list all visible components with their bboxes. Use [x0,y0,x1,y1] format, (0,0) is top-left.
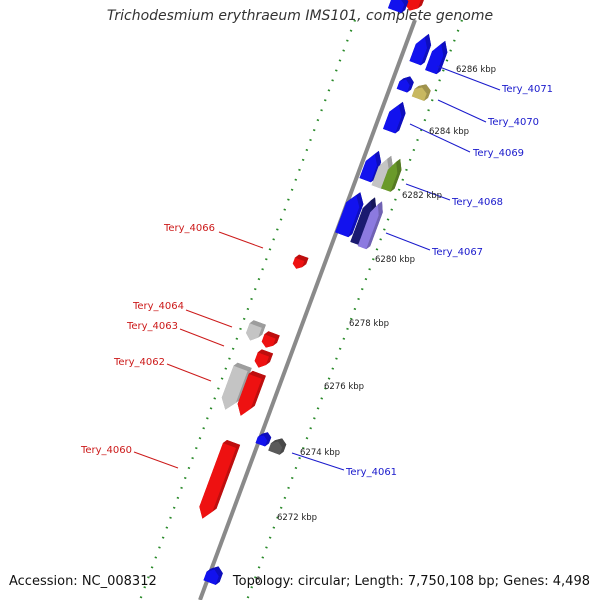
label-tery-4069: Tery_4069 [472,148,524,159]
gene-track [199,0,448,585]
callout-tery-4060 [133,451,179,469]
label-tery-4063: Tery_4063 [126,321,178,332]
label-tery-4068: Tery_4068 [451,197,503,208]
callout-tery-4069 [409,123,471,153]
gene-tery-4068 [381,158,402,192]
gene-blue-067a [335,192,364,238]
callout-tery-4062 [166,363,212,382]
gene-tery-4060 [199,439,241,519]
tick-label-6280: 6280 kbp [375,255,415,265]
tick-label-6276: 6276 kbp [324,382,364,392]
topology-text: Topology: circular; Length: 7,750,108 bp… [232,574,590,589]
label-tery-4066: Tery_4066 [163,223,215,234]
gene-tery-4064-gray [246,320,266,341]
tick-label-6284: 6284 kbp [429,127,469,137]
gene-tery-4070 [411,84,431,101]
gene-labels: Tery_4071 Tery_4070 Tery_4069 Tery_4068 Tery… [80,65,553,586]
callout-tery-4067 [385,232,431,251]
tick-label-6278: 6278 kbp [349,319,389,329]
callout-tery-4068 [405,183,451,201]
gene-tery-4064 [261,331,280,348]
gene-tery-4071-a [409,33,432,66]
callout-tery-4071 [436,65,501,91]
tick-label-6282: 6282 kbp [402,191,442,201]
tick-label-6274: 6274 kbp [300,448,340,458]
accession-text: Accession: NC_008312 [9,574,157,589]
callout-tery-4061 [291,452,345,471]
genome-backbone [198,19,417,600]
gene-small-blue [396,76,414,93]
label-tery-4061: Tery_4061 [345,467,397,478]
tick-label-6286: 6286 kbp [456,65,496,75]
gene-tery-4061-small [255,432,272,447]
label-tery-4071: Tery_4071 [501,84,553,95]
callout-tery-4066 [218,231,264,249]
label-tery-4060: Tery_4060 [80,445,132,456]
label-tery-4067: Tery_4067 [431,247,483,258]
gene-tery-4063 [254,349,274,368]
callout-tery-4063 [179,328,225,347]
gene-tery-4062 [237,370,266,416]
callout-tery-4064 [185,309,233,328]
label-tery-4064: Tery_4064 [132,301,184,312]
gene-bottom-blue [203,566,223,585]
gene-partial-top-blue [388,0,409,13]
gene-tery-4061 [268,438,287,455]
tick-label-6272: 6272 kbp [277,513,317,523]
gene-tery-4066 [292,254,309,269]
callout-tery-4070 [437,99,487,123]
label-tery-4062: Tery_4062 [113,357,165,368]
gene-tery-4069 [383,101,406,134]
map-title: Trichodesmium erythraeum IMS101, complet… [106,8,494,24]
tick-label-partial: 6 [255,576,260,586]
gene-tery-4067 [357,201,383,250]
label-tery-4070: Tery_4070 [487,117,539,128]
